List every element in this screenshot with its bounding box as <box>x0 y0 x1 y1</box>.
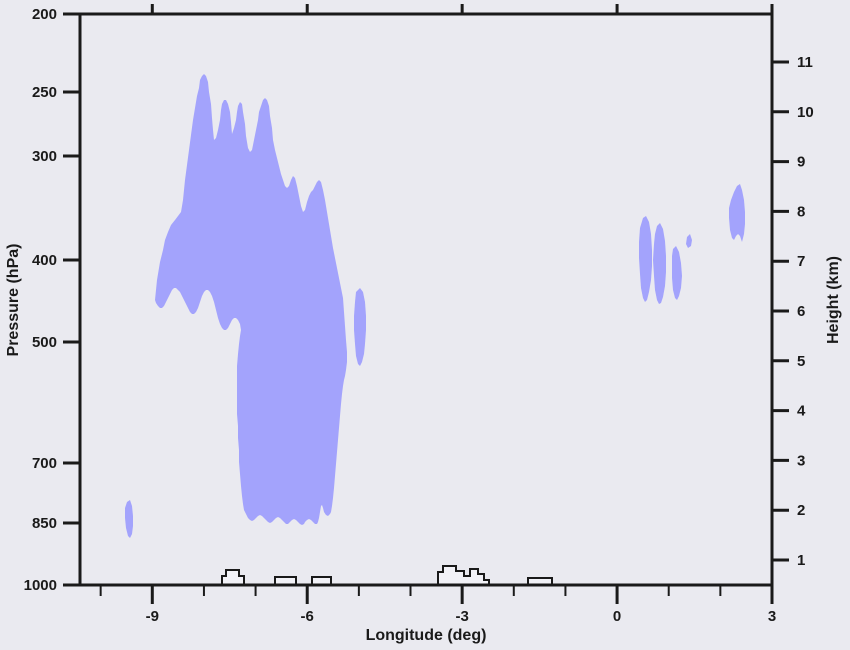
bottom-axis-tick-label: 0 <box>613 608 621 625</box>
terrain-ridge-a <box>221 569 245 586</box>
right-axis-tick-label: 10 <box>797 104 814 121</box>
bottom-axis-tick-label: -6 <box>301 608 314 625</box>
bottom-axis-tick-label: -3 <box>455 608 468 625</box>
cloud-speck-east <box>686 234 692 248</box>
left-axis-title: Pressure (hPa) <box>5 244 22 357</box>
right-axis-tick-label: 2 <box>797 502 805 519</box>
terrain-outline-layer <box>221 565 553 586</box>
cloud-blob-far-east <box>729 184 745 242</box>
axis-frame <box>78 12 774 587</box>
left-axis-tick-label: 200 <box>32 6 57 23</box>
left-axis-tick-label: 500 <box>32 334 57 351</box>
right-axis-title: Height (km) <box>825 256 842 344</box>
cloud-main-tower <box>155 74 347 525</box>
bottom-axis-tick-labels: -9 -6 -3 0 3 <box>146 608 777 625</box>
right-axis-tick-label: 1 <box>797 552 805 569</box>
right-axis-tick-label: 7 <box>797 253 805 270</box>
cloud-blob-east-b <box>653 223 666 304</box>
bottom-axis-ticks <box>99 4 774 604</box>
right-axis-tick-label: 8 <box>797 203 805 220</box>
bottom-axis-tick-label: -9 <box>146 608 159 625</box>
cloud-blob-east-a <box>639 216 652 302</box>
left-axis-tick-labels: 200 250 300 400 500 700 850 1000 <box>24 6 57 594</box>
left-axis-tick-label: 250 <box>32 84 57 101</box>
right-axis-tick-label: 3 <box>797 452 805 469</box>
terrain-ridge-d <box>437 565 490 586</box>
right-axis-tick-label: 11 <box>797 54 813 71</box>
left-axis-tick-label: 300 <box>32 148 57 165</box>
right-axis-tick-label: 9 <box>797 154 805 171</box>
left-axis-tick-label: 1000 <box>24 577 57 594</box>
left-axis-ticks <box>63 12 80 587</box>
right-axis-tick-label: 5 <box>797 353 805 370</box>
bottom-axis-tick-label: 3 <box>768 608 776 625</box>
right-axis-ticks <box>772 60 789 562</box>
cloud-far-left-sliver <box>125 500 133 538</box>
right-axis-tick-label: 6 <box>797 303 805 320</box>
left-axis-tick-label: 400 <box>32 252 57 269</box>
cloud-right-flank-sliver <box>354 288 366 366</box>
left-axis-tick-label: 700 <box>32 455 57 472</box>
right-axis-tick-labels: 1 2 3 4 5 6 7 8 9 10 11 <box>797 54 814 569</box>
left-axis-tick-label: 850 <box>32 515 57 532</box>
right-axis-tick-label: 4 <box>797 403 806 420</box>
bottom-axis-title: Longitude (deg) <box>366 627 487 644</box>
cloud-fill-layer <box>125 74 745 538</box>
cloud-blob-east-c <box>672 246 682 300</box>
